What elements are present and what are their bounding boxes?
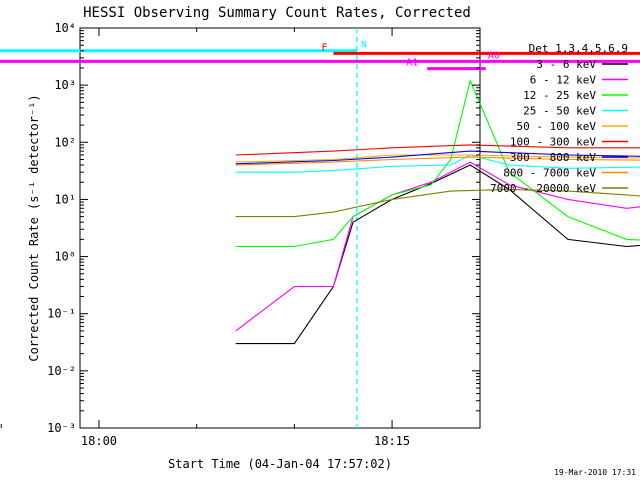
chart-title: HESSI Observing Summary Count Rates, Cor… — [83, 5, 471, 21]
series-line-2 — [235, 78, 640, 248]
y-axis-label: Corrected Count Rate (s⁻¹ detector⁻¹) — [27, 94, 41, 361]
series-line-5 — [235, 144, 640, 156]
y-tick-label-7: 10⁴ — [54, 21, 76, 35]
y-tick-label-0: 10⁻³ — [47, 421, 76, 435]
legend-label-7: 800 - 7000 keV — [503, 167, 596, 180]
legend-label-4: 50 - 100 keV — [517, 120, 597, 133]
series-line-1 — [235, 161, 640, 332]
y-tick-label-5: 10² — [54, 135, 76, 149]
legend: Det 1,3,4,5,6,9 3 - 6 keV 6 - 12 keV 12 - … — [490, 42, 628, 195]
y-tick-label-1: 10⁻² — [47, 364, 76, 378]
series-line-3 — [235, 154, 640, 173]
annotation-label-0: N — [361, 40, 367, 51]
legend-label-3: 25 - 50 keV — [523, 105, 596, 118]
y-tick-label-3: 10⁰ — [54, 250, 76, 264]
series-line-7 — [235, 156, 640, 166]
legend-label-0: 3 - 6 keV — [536, 58, 596, 71]
series-line-8 — [235, 188, 640, 218]
legend-label-5: 100 - 300 keV — [510, 136, 596, 149]
legend-label-1: 6 - 12 keV — [530, 74, 597, 87]
legend-label-2: 12 - 25 keV — [523, 89, 596, 102]
annotation-label-2: A0 — [488, 50, 500, 61]
legend-label-6: 300 - 800 keV — [510, 151, 596, 164]
annotation-label-1: F — [321, 42, 327, 53]
y-tick-label-4: 10¹ — [54, 192, 76, 206]
y-tick-label-2: 10⁻¹ — [47, 307, 76, 321]
legend-title: Det 1,3,4,5,6,9 — [529, 42, 628, 55]
annotation-label-3: A1 — [406, 58, 418, 69]
x-tick-label-1: 18:15 — [374, 434, 410, 448]
series-line-6 — [235, 150, 640, 165]
x-axis-label: Start Time (04-Jan-04 17:57:02) — [168, 457, 392, 471]
series-line-4 — [235, 154, 640, 163]
plot-frame — [79, 27, 481, 429]
x-tick-label-0: 18:00 — [81, 434, 117, 448]
footer-date: 19-Mar-2010 17:31 — [554, 468, 636, 477]
y-tick-label-6: 10³ — [54, 78, 76, 92]
series-line-0 — [235, 164, 640, 345]
legend-label-8: 7000 - 20000 keV — [490, 182, 596, 195]
